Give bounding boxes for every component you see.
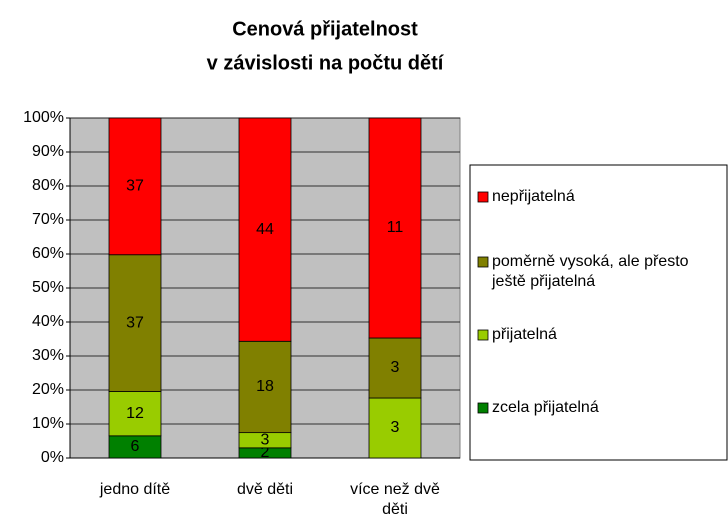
legend-swatch: [477, 402, 489, 414]
data-label: 3: [391, 359, 400, 376]
legend-box: [469, 164, 728, 461]
data-label: 18: [256, 378, 274, 395]
data-label: 3: [261, 431, 270, 448]
data-label: 6: [131, 438, 140, 455]
bar-segment: [108, 117, 162, 256]
bar-segment: [108, 391, 162, 437]
y-tick-label: 90%: [32, 143, 64, 160]
legend-label: nepřijatelná: [492, 188, 575, 205]
y-tick-label: 100%: [23, 109, 64, 126]
bar-segment: [238, 117, 292, 342]
bar-segment: [368, 117, 422, 339]
x-tick-label: jedno dítě: [99, 481, 171, 498]
bar-segment: [108, 254, 162, 392]
legend-label: zcela přijatelná: [492, 399, 599, 416]
data-label: 12: [126, 405, 144, 422]
data-label: 37: [126, 178, 144, 195]
bar-segment: [368, 397, 422, 459]
y-tick-label: 30%: [32, 347, 64, 364]
y-tick-label: 80%: [32, 177, 64, 194]
legend-swatch: [477, 329, 489, 341]
x-tick-label: dvě děti: [236, 481, 294, 498]
data-label: 2: [261, 444, 270, 461]
data-label: 37: [126, 314, 144, 331]
legend-label: přijatelná: [492, 326, 557, 343]
y-tick-label: 40%: [32, 313, 64, 330]
y-tick-label: 0%: [41, 449, 64, 466]
legend-swatch: [477, 256, 489, 268]
y-tick-label: 10%: [32, 415, 64, 432]
bar-segment: [368, 337, 422, 399]
data-label: 44: [256, 221, 274, 238]
chart-title: Cenová přijatelnost: [232, 18, 418, 40]
legend-label: poměrně vysoká, ale přesto ještě přijate…: [492, 253, 689, 290]
y-tick-label: 60%: [32, 245, 64, 262]
x-tick-label: více než dvě děti: [350, 481, 440, 518]
y-tick-label: 50%: [32, 279, 64, 296]
data-label: 3: [391, 419, 400, 436]
y-tick-label: 20%: [32, 381, 64, 398]
legend-swatch: [477, 191, 489, 203]
chart-title: v závislosti na počtu dětí: [207, 52, 445, 74]
data-label: 11: [387, 219, 404, 236]
bar-segment: [238, 340, 292, 434]
y-tick-label: 70%: [32, 211, 64, 228]
